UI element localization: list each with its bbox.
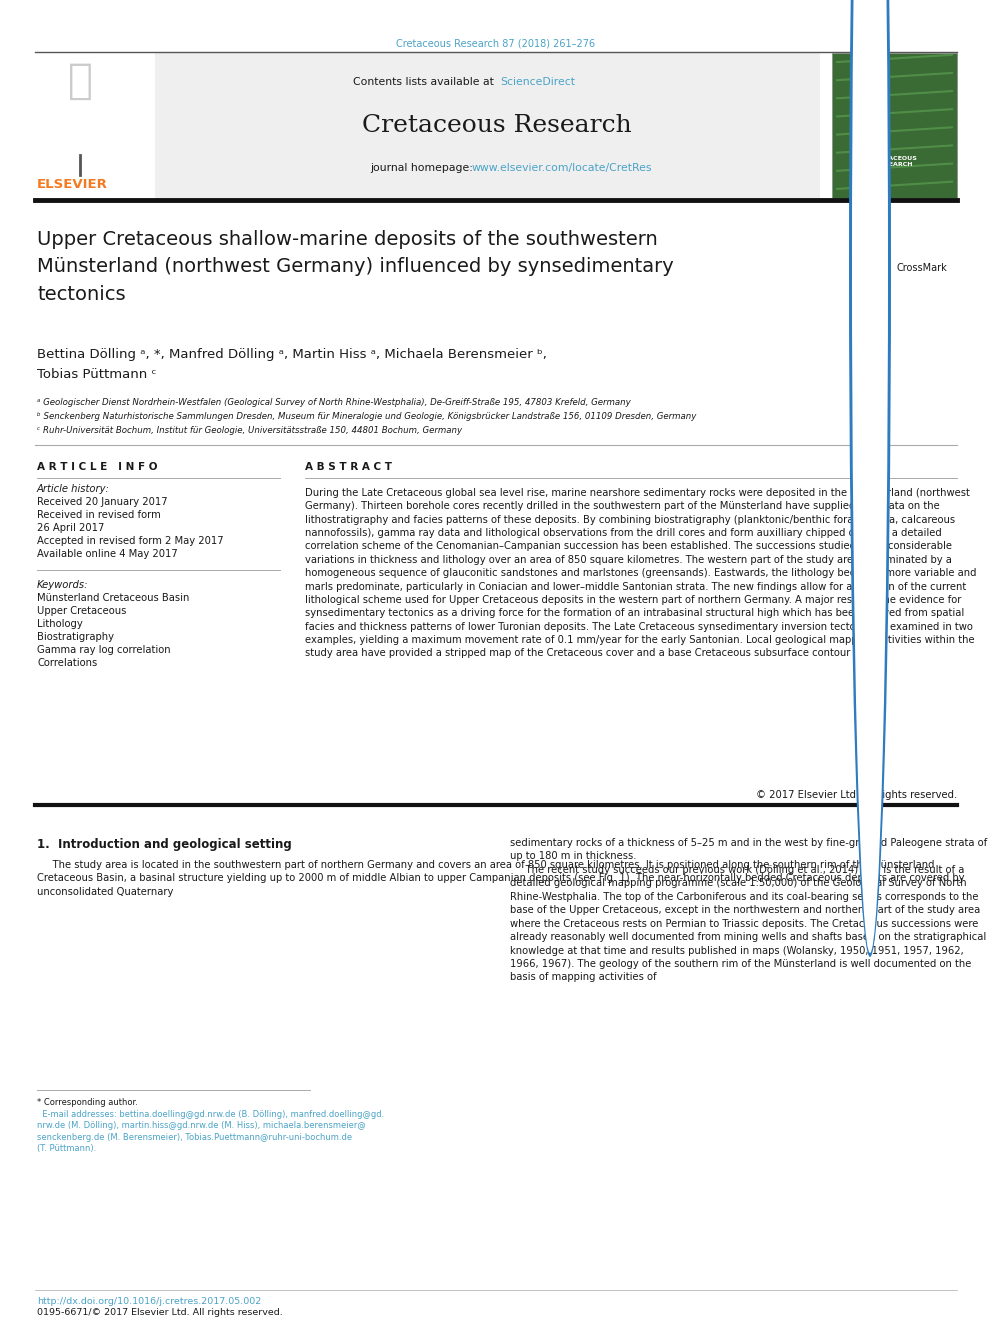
Text: Keywords:: Keywords:	[37, 579, 88, 590]
Text: Received in revised form: Received in revised form	[37, 509, 161, 520]
Text: ScienceDirect: ScienceDirect	[500, 77, 575, 87]
Text: * Corresponding author.: * Corresponding author.	[37, 1098, 138, 1107]
Text: ᶜ Ruhr-Universität Bochum, Institut für Geologie, Universitätsstraße 150, 44801 : ᶜ Ruhr-Universität Bochum, Institut für …	[37, 426, 462, 435]
FancyBboxPatch shape	[155, 53, 820, 198]
Text: Cretaceous Research 87 (2018) 261–276: Cretaceous Research 87 (2018) 261–276	[397, 38, 595, 48]
Ellipse shape	[849, 0, 891, 957]
Text: ᵃ Geologischer Dienst Nordrhein-Westfalen (Geological Survey of North Rhine-West: ᵃ Geologischer Dienst Nordrhein-Westfale…	[37, 398, 631, 407]
Text: Bettina Dölling ᵃ, *, Manfred Dölling ᵃ, Martin Hiss ᵃ, Michaela Berensmeier ᵇ,: Bettina Dölling ᵃ, *, Manfred Dölling ᵃ,…	[37, 348, 547, 361]
Text: A R T I C L E   I N F O: A R T I C L E I N F O	[37, 462, 158, 472]
Text: Received 20 January 2017: Received 20 January 2017	[37, 497, 168, 507]
Text: Upper Cretaceous shallow-marine deposits of the southwestern
Münsterland (northw: Upper Cretaceous shallow-marine deposits…	[37, 230, 674, 303]
Text: Gamma ray log correlation: Gamma ray log correlation	[37, 646, 171, 655]
Text: E-mail addresses: bettina.doelling@gd.nrw.de (B. Dölling), manfred.doelling@gd.
: E-mail addresses: bettina.doelling@gd.nr…	[37, 1110, 384, 1154]
Text: Tobias Püttmann ᶜ: Tobias Püttmann ᶜ	[37, 368, 157, 381]
Text: © 2017 Elsevier Ltd. All rights reserved.: © 2017 Elsevier Ltd. All rights reserved…	[756, 790, 957, 800]
Text: ELSEVIER: ELSEVIER	[37, 179, 108, 192]
Text: 0195-6671/© 2017 Elsevier Ltd. All rights reserved.: 0195-6671/© 2017 Elsevier Ltd. All right…	[37, 1308, 283, 1316]
Text: Lithology: Lithology	[37, 619, 82, 628]
Text: 26 April 2017: 26 April 2017	[37, 523, 104, 533]
Text: A B S T R A C T: A B S T R A C T	[305, 462, 392, 472]
Text: Münsterland Cretaceous Basin: Münsterland Cretaceous Basin	[37, 593, 189, 603]
Text: CRETACEOUS
RESEARCH: CRETACEOUS RESEARCH	[872, 156, 918, 167]
Text: Correlations: Correlations	[37, 658, 97, 668]
Text: 𝕰: 𝕰	[67, 60, 92, 102]
Text: Biostratigraphy: Biostratigraphy	[37, 632, 114, 642]
Text: Accepted in revised form 2 May 2017: Accepted in revised form 2 May 2017	[37, 536, 223, 546]
Text: During the Late Cretaceous global sea level rise, marine nearshore sedimentary r: During the Late Cretaceous global sea le…	[305, 488, 976, 659]
Text: Article history:: Article history:	[37, 484, 110, 493]
Text: Upper Cretaceous: Upper Cretaceous	[37, 606, 126, 617]
Ellipse shape	[852, 0, 888, 953]
Text: Cretaceous Research: Cretaceous Research	[362, 115, 632, 138]
Text: Available online 4 May 2017: Available online 4 May 2017	[37, 549, 178, 560]
Text: www.elsevier.com/locate/CretRes: www.elsevier.com/locate/CretRes	[472, 163, 653, 173]
Text: sedimentary rocks of a thickness of 5–25 m and in the west by fine-grained Paleo: sedimentary rocks of a thickness of 5–25…	[510, 837, 987, 983]
FancyBboxPatch shape	[832, 53, 957, 198]
Text: http://dx.doi.org/10.1016/j.cretres.2017.05.002: http://dx.doi.org/10.1016/j.cretres.2017…	[37, 1297, 261, 1306]
Text: Contents lists available at: Contents lists available at	[352, 77, 497, 87]
Text: ᵇ Senckenberg Naturhistorische Sammlungen Dresden, Museum für Mineralogie und Ge: ᵇ Senckenberg Naturhistorische Sammlunge…	[37, 411, 696, 421]
Text: journal homepage:: journal homepage:	[370, 163, 480, 173]
Text: 1.  Introduction and geological setting: 1. Introduction and geological setting	[37, 837, 292, 851]
Text: The study area is located in the southwestern part of northern Germany and cover: The study area is located in the southwe…	[37, 860, 964, 897]
Text: CrossMark: CrossMark	[896, 263, 946, 273]
